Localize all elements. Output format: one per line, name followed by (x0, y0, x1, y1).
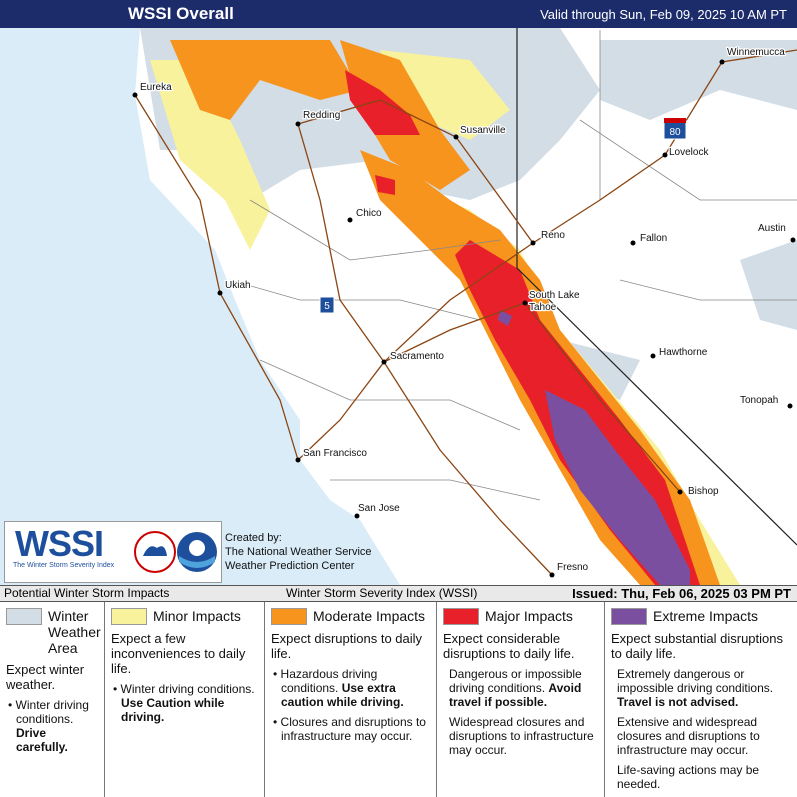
detail-text: Closures and disruptions to infrastructu… (280, 715, 426, 743)
legend-label: Moderate Impacts (313, 608, 426, 624)
legend-detail: Winter driving conditions. Drive careful… (6, 698, 100, 754)
city-label: Fallon (640, 233, 667, 244)
city-label: San Jose (358, 503, 400, 514)
detail-emphasis: Use Caution while driving. (121, 696, 225, 724)
info-strip: Potential Winter Storm Impacts Winter St… (0, 585, 797, 602)
city-label: Tonopah (740, 395, 778, 406)
city-dots (132, 59, 796, 578)
city-label: Ukiah (225, 280, 251, 291)
valid-time: Valid through Sun, Feb 09, 2025 10 AM PT (540, 7, 787, 22)
legend-detail: Life-saving actions may be needed. (617, 763, 793, 791)
city-label: Fresno (557, 562, 589, 573)
legend-detail: Closures and disruptions to infrastructu… (271, 715, 432, 743)
legend-headline: Expect winter weather. (6, 662, 85, 692)
legend-detail: Widespread closures and disruptions to i… (449, 715, 600, 757)
legend-swatch (111, 608, 147, 625)
legend-detail: Extremely dangerous or impossible drivin… (617, 667, 793, 709)
legend-swatch (6, 608, 42, 625)
legend-column: Minor Impacts Expect a few inconveniences… (105, 602, 265, 797)
highway-label: 80 (669, 127, 681, 138)
strip-center: Winter Storm Severity Index (WSSI) (286, 586, 478, 600)
legend-header: Minor Impacts (111, 608, 260, 625)
extreme-impacts (498, 310, 690, 585)
logo-acronym: WSSI (15, 523, 104, 564)
logo-subtitle: The Winter Storm Severity Index (13, 562, 115, 569)
legend-column: Major Impacts Expect considerable disrupt… (437, 602, 605, 797)
detail-emphasis: Travel is not advised. (617, 695, 739, 709)
legend-header: Extreme Impacts (611, 608, 793, 625)
detail-text: Extensive and widespread closures and di… (617, 715, 760, 757)
legend-headline: Expect disruptions to daily life. (271, 631, 423, 661)
legend-header: Winter Weather Area (6, 608, 101, 656)
legend-label: Minor Impacts (153, 608, 241, 624)
city-label: Tahoe (529, 302, 557, 313)
highway-shields: 5 80 (319, 118, 687, 314)
logo-box: WSSI The Winter Storm Severity Index (4, 521, 222, 583)
city-label: San Francisco (303, 448, 367, 459)
legend-headline: Expect substantial disruptions to daily … (611, 631, 783, 661)
credit-line: The National Weather Service (225, 546, 372, 558)
detail-text: Widespread closures and disruptions to i… (449, 715, 594, 757)
legend-headline: Expect a few inconveniences to daily lif… (111, 631, 246, 676)
credit: Created by: The National Weather Service… (225, 531, 372, 573)
city-label: Sacramento (390, 351, 444, 362)
detail-text: Winter driving conditions. (15, 698, 89, 726)
city-label: Reno (541, 230, 565, 241)
header: WSSI Overall Valid through Sun, Feb 09, … (0, 0, 797, 28)
city-label: Bishop (688, 486, 719, 497)
title: WSSI Overall (128, 4, 234, 23)
legend-column: Winter Weather Area Expect winter weather… (0, 602, 105, 797)
legend-label: Extreme Impacts (653, 608, 759, 624)
city-label: Redding (303, 110, 340, 121)
detail-text: Hazardous driving conditions. (280, 667, 378, 695)
city-label: Austin (758, 223, 786, 234)
legend-detail: Extensive and widespread closures and di… (617, 715, 793, 757)
legend: Winter Weather Area Expect winter weather… (0, 602, 797, 797)
legend-swatch (443, 608, 479, 625)
detail-emphasis: Use extra caution while driving. (281, 681, 404, 709)
legend-label: Winter Weather Area (48, 608, 101, 656)
city-label: Chico (356, 208, 382, 219)
map: 5 80 Eureka Redding Susanville Winnemucc… (0, 28, 797, 585)
state-border (516, 28, 797, 546)
strip-left: Potential Winter Storm Impacts (4, 586, 170, 600)
legend-header: Major Impacts (443, 608, 600, 625)
legend-swatch (271, 608, 307, 625)
legend-column: Extreme Impacts Expect substantial disrup… (605, 602, 797, 797)
legend-headline: Expect considerable disruptions to daily… (443, 631, 575, 661)
legend-header: Moderate Impacts (271, 608, 432, 625)
legend-detail: Hazardous driving conditions. Use extra … (271, 667, 432, 709)
detail-text: Dangerous or impossible driving conditio… (449, 667, 582, 695)
detail-emphasis: Drive carefully. (16, 726, 68, 754)
city-label: South Lake (529, 290, 580, 301)
detail-text: Winter driving conditions. (120, 682, 255, 696)
strip-right: Issued: Thu, Feb 06, 2025 03 PM PT (572, 586, 791, 601)
detail-text: Extremely dangerous or impossible drivin… (617, 667, 774, 695)
legend-swatch (611, 608, 647, 625)
highway-label: 5 (324, 301, 330, 312)
legend-detail: Winter driving conditions. Use Caution w… (111, 682, 260, 724)
detail-emphasis: Avoid travel if possible. (449, 681, 582, 709)
city-label: Susanville (460, 125, 506, 136)
credit-line: Created by: (225, 532, 282, 544)
ocean (0, 28, 400, 585)
agency-logos (134, 531, 217, 573)
legend-detail: Dangerous or impossible driving conditio… (449, 667, 600, 709)
borders (229, 30, 797, 501)
city-label: Hawthorne (659, 347, 708, 358)
detail-text: Life-saving actions may be needed. (617, 763, 760, 791)
city-label: Eureka (140, 82, 172, 93)
credit-line: Weather Prediction Center (225, 560, 355, 572)
city-label: Winnemucca (727, 47, 785, 58)
city-label: Lovelock (669, 147, 709, 158)
legend-column: Moderate Impacts Expect disruptions to da… (265, 602, 437, 797)
legend-label: Major Impacts (485, 608, 573, 624)
